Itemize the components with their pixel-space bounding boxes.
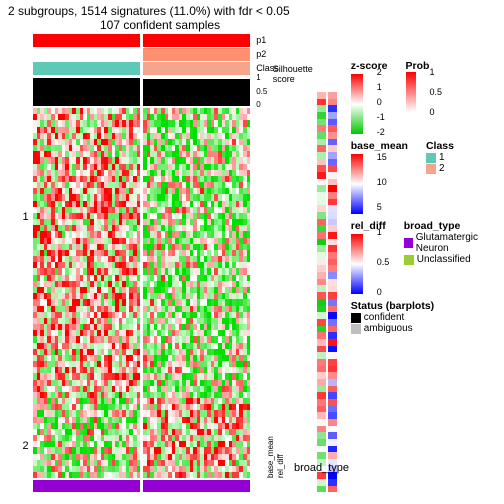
- annot-broadtype: [33, 480, 250, 492]
- plot-subtitle: 107 confident samples: [0, 18, 504, 32]
- row-group-labels: 1 2: [20, 34, 33, 492]
- heatmap-block: [33, 34, 250, 492]
- bottom-annot-label: broad_type: [294, 462, 349, 474]
- plot-title: 2 subgroups, 1514 signatures (11.0%) wit…: [0, 0, 504, 18]
- annot-p2: [33, 48, 250, 61]
- legends: z-score 2 1 0 -1 -2 Prob 1 0.5 0 base_me…: [351, 34, 504, 492]
- side-annot-cols: [317, 92, 337, 492]
- side-col-labels: base_mean rel_diff: [266, 466, 285, 478]
- silhouette-label: Silhouette score: [273, 64, 313, 492]
- annot-p1: [33, 34, 250, 47]
- heatmap-body: [33, 108, 250, 478]
- annot-silhouette: [33, 76, 250, 106]
- annot-class: [33, 62, 250, 75]
